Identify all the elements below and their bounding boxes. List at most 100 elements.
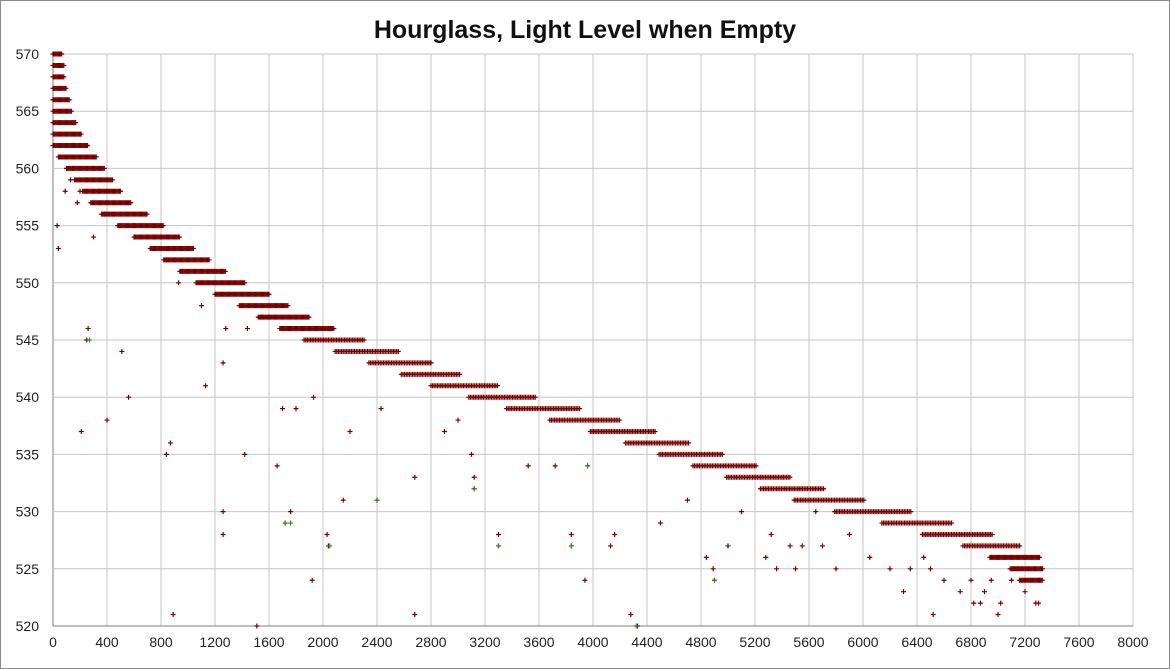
data-point	[85, 326, 91, 332]
data-point	[710, 566, 716, 572]
data-point	[612, 531, 618, 537]
data-point	[867, 554, 873, 560]
data-point	[949, 520, 955, 526]
data-point	[118, 188, 123, 194]
data-point	[968, 577, 974, 583]
data-point	[101, 211, 107, 217]
data-point	[799, 543, 805, 549]
y-tick-label: 535	[16, 446, 40, 462]
x-tick-label: 4400	[631, 634, 662, 650]
data-point	[206, 257, 212, 263]
data-point	[96, 188, 102, 194]
data-point	[552, 463, 558, 469]
data-point	[989, 531, 995, 537]
data-point	[327, 543, 333, 549]
data-point	[774, 566, 780, 572]
data-point	[725, 543, 731, 549]
data-point	[412, 474, 418, 480]
data-point	[582, 577, 588, 583]
data-point	[222, 268, 228, 274]
x-tick-label: 5600	[793, 634, 824, 650]
data-point	[62, 188, 68, 194]
y-tick-label: 550	[16, 275, 40, 291]
data-point	[930, 612, 936, 618]
data-point	[170, 612, 176, 618]
data-point	[703, 554, 709, 560]
y-tick-label: 570	[16, 46, 40, 62]
data-point	[74, 200, 80, 206]
data-point	[73, 120, 79, 126]
data-point	[68, 177, 74, 183]
x-tick-label: 2800	[415, 634, 446, 650]
x-tick-label: 1200	[199, 634, 230, 650]
data-point	[739, 509, 744, 515]
y-tick-label: 540	[16, 389, 40, 405]
data-point	[77, 188, 83, 194]
data-point	[813, 509, 819, 515]
data-point	[633, 623, 639, 629]
data-point	[821, 486, 827, 492]
data-point	[941, 577, 947, 583]
x-tick-label: 5200	[739, 634, 770, 650]
data-point	[86, 337, 92, 343]
data-point	[901, 589, 906, 595]
data-point	[428, 360, 434, 366]
data-point	[921, 554, 927, 560]
data-point	[55, 245, 61, 251]
data-point	[1017, 543, 1023, 549]
data-point	[719, 451, 725, 457]
data-point	[63, 85, 69, 91]
x-tick-label: 7600	[1063, 634, 1094, 650]
data-point	[1015, 566, 1021, 572]
x-tick-label: 400	[95, 634, 119, 650]
data-point	[652, 429, 658, 435]
data-point	[1022, 589, 1028, 595]
data-point	[442, 429, 447, 435]
chart-title: Hourglass, Light Level when Empty	[373, 16, 797, 44]
data-point	[1037, 554, 1043, 560]
data-point	[324, 531, 330, 537]
data-point	[568, 531, 574, 537]
y-tick-label: 530	[16, 504, 40, 520]
data-point	[128, 200, 134, 206]
data-point	[577, 406, 582, 412]
data-point	[176, 280, 182, 286]
x-tick-label: 6400	[901, 634, 932, 650]
data-point	[70, 165, 76, 171]
data-point	[374, 497, 380, 503]
x-tick-label: 2400	[361, 634, 392, 650]
data-point	[616, 417, 622, 423]
data-point	[163, 451, 169, 457]
y-tick-label: 520	[16, 618, 40, 634]
data-point	[160, 223, 166, 229]
data-point	[242, 280, 248, 286]
data-point	[982, 589, 987, 595]
data-point	[61, 62, 67, 68]
data-point	[254, 623, 260, 629]
data-point	[685, 497, 690, 503]
y-tick-label: 545	[16, 332, 40, 348]
data-point	[628, 612, 634, 618]
data-point	[907, 566, 913, 572]
grid	[52, 53, 1134, 627]
x-tick-label: 4000	[577, 634, 608, 650]
data-point	[887, 566, 893, 572]
y-tick-label: 525	[16, 561, 40, 577]
data-point	[78, 131, 84, 137]
data-point	[469, 451, 474, 457]
data-point	[847, 531, 852, 537]
data-point	[998, 600, 1004, 606]
data-point	[85, 143, 91, 149]
data-point	[787, 474, 793, 480]
data-point	[340, 497, 346, 503]
data-point	[496, 543, 501, 549]
data-point	[971, 600, 977, 606]
data-point	[395, 348, 401, 354]
data-point	[282, 520, 288, 526]
data-point	[995, 612, 1001, 618]
data-point	[568, 543, 574, 549]
data-point	[311, 394, 317, 400]
data-point	[223, 326, 229, 332]
data-point	[471, 474, 477, 480]
